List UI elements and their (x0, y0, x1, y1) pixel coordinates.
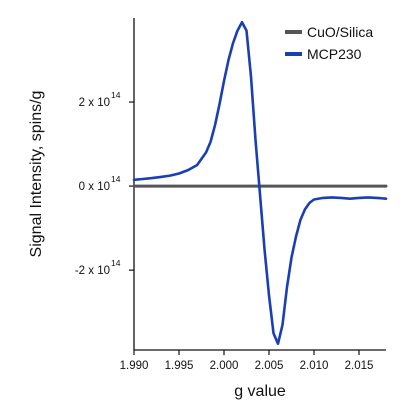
x-tick-label: 2.000 (210, 360, 239, 372)
x-tick-label: 2.010 (300, 360, 329, 372)
y-axis-title: Signal Intensity, spins/g (28, 91, 45, 258)
series-line-mcp230 (132, 20, 388, 346)
legend-label: MCP230 (307, 46, 362, 62)
x-ticks: 1.990 1.995 2.000 2.005 2.010 2.015 (120, 350, 374, 372)
series-layer (132, 20, 388, 346)
y-tick-label: 2 x 10 (79, 97, 110, 109)
x-tick-label: 2.005 (255, 360, 284, 372)
y-tick-exponent: 14 (111, 90, 121, 100)
x-tick-label: 1.995 (165, 360, 194, 372)
x-tick-label: 1.990 (120, 360, 149, 372)
x-tick-label: 2.015 (345, 360, 374, 372)
legend-label: CuO/Silica (307, 24, 373, 40)
plot-area: 1.990 1.995 2.000 2.005 2.010 2.015 2 x 10140… (75, 18, 388, 372)
y-tick-exponent: 14 (111, 258, 121, 268)
x-axis-title: g value (234, 383, 286, 400)
y-tick-label: 0 x 10 (79, 181, 110, 193)
legend: CuO/Silica MCP230 (285, 24, 373, 62)
y-tick-exponent: 14 (111, 174, 121, 184)
y-tick-label: -2 x 10 (75, 265, 110, 277)
